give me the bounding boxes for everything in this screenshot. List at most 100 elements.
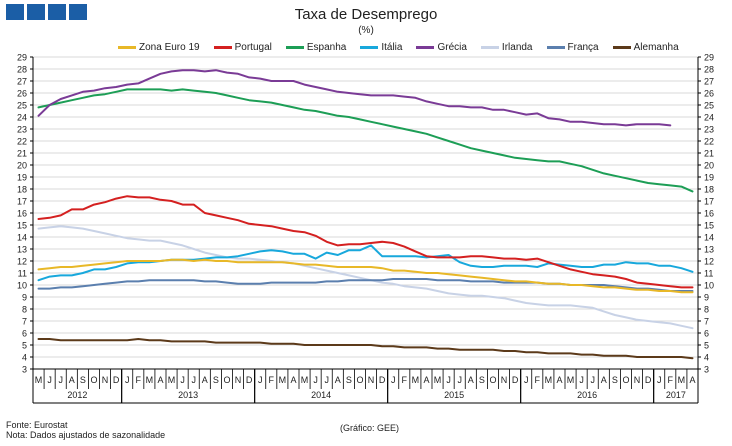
footer: Fonte: Eurostat Nota: Dados ajustados de… <box>6 420 165 440</box>
year-label: 2013 <box>178 390 198 400</box>
month-label: J <box>191 375 196 385</box>
month-label: D <box>379 375 386 385</box>
month-label: D <box>113 375 120 385</box>
y-tick-label-left: 26 <box>17 89 27 99</box>
y-tick-label-left: 19 <box>17 173 27 183</box>
y-tick-label-left: 12 <box>17 257 27 267</box>
month-label: M <box>545 375 553 385</box>
legend-label: Irlanda <box>501 42 533 53</box>
month-label: S <box>346 375 352 385</box>
y-tick-label-right: 4 <box>704 353 709 363</box>
y-tick-label-right: 10 <box>704 281 714 291</box>
month-label: A <box>423 375 429 385</box>
y-tick-label-right: 5 <box>704 341 709 351</box>
month-label: J <box>180 375 185 385</box>
month-label: J <box>446 375 451 385</box>
y-tick-label-right: 24 <box>704 113 714 123</box>
month-label: A <box>290 375 296 385</box>
y-tick-label-right: 21 <box>704 149 714 159</box>
y-tick-label-left: 6 <box>22 329 27 339</box>
month-label: A <box>601 375 607 385</box>
y-tick-label-right: 29 <box>704 53 714 63</box>
legend-swatch <box>213 46 232 49</box>
y-tick-label-right: 18 <box>704 185 714 195</box>
month-label: A <box>202 375 208 385</box>
logo-square <box>48 4 66 20</box>
month-label: F <box>668 375 674 385</box>
y-tick-label-left: 28 <box>17 65 27 75</box>
month-label: J <box>391 375 396 385</box>
y-tick-label-left: 4 <box>22 353 27 363</box>
chart-title: Taxa de Desemprego <box>294 6 438 23</box>
month-label: F <box>535 375 541 385</box>
y-tick-label-left: 16 <box>17 209 27 219</box>
y-tick-label-right: 6 <box>704 329 709 339</box>
logo <box>6 4 87 20</box>
y-tick-label-right: 3 <box>704 365 709 375</box>
chart-credit: (Gráfico: GEE) <box>340 423 400 433</box>
month-label: D <box>246 375 253 385</box>
seasonal-note: Nota: Dados ajustados de sazonalidade <box>6 430 166 440</box>
month-label: M <box>146 375 154 385</box>
y-tick-label-right: 17 <box>704 197 714 207</box>
month-label: A <box>69 375 75 385</box>
month-label: N <box>501 375 508 385</box>
month-label: O <box>489 375 496 385</box>
y-tick-label-right: 20 <box>704 161 714 171</box>
logo-square <box>6 4 24 20</box>
month-label: N <box>368 375 375 385</box>
logo-square <box>69 4 87 20</box>
month-label: D <box>512 375 519 385</box>
y-tick-label-left: 22 <box>17 137 27 147</box>
month-label: J <box>524 375 529 385</box>
y-tick-label-left: 10 <box>17 281 27 291</box>
y-tick-label-left: 17 <box>17 197 27 207</box>
month-label: F <box>269 375 275 385</box>
y-tick-label-right: 27 <box>704 77 714 87</box>
month-label: O <box>223 375 230 385</box>
legend-item: Espanha <box>285 42 347 53</box>
month-label: M <box>301 375 309 385</box>
month-label: A <box>556 375 562 385</box>
year-label: 2014 <box>311 390 331 400</box>
legend-item: Portugal <box>213 42 272 53</box>
legend-label: Grécia <box>437 42 467 53</box>
y-tick-label-left: 29 <box>17 53 27 63</box>
month-label: A <box>157 375 163 385</box>
y-tick-label-right: 22 <box>704 137 714 147</box>
month-label: J <box>590 375 595 385</box>
y-tick-label-left: 21 <box>17 149 27 159</box>
month-label: S <box>213 375 219 385</box>
month-label: F <box>136 375 142 385</box>
month-label: A <box>468 375 474 385</box>
series-line-portugal <box>37 195 694 289</box>
y-tick-label-left: 11 <box>18 269 27 279</box>
source-note: Fonte: Eurostat <box>6 420 68 430</box>
legend-item: França <box>546 42 599 53</box>
year-label: 2015 <box>444 390 464 400</box>
y-tick-label-left: 24 <box>17 113 27 123</box>
month-label: J <box>579 375 584 385</box>
month-label: M <box>412 375 420 385</box>
y-tick-label-left: 13 <box>17 245 27 255</box>
month-label: S <box>80 375 86 385</box>
y-tick-label-right: 9 <box>704 293 709 303</box>
legend-label: Itália <box>381 42 403 53</box>
month-label: M <box>168 375 176 385</box>
legend-swatch <box>285 46 304 49</box>
legend-label: Espanha <box>306 42 347 53</box>
month-label: A <box>689 375 695 385</box>
month-label: M <box>567 375 575 385</box>
legend-swatch <box>612 46 631 49</box>
y-tick-label-right: 7 <box>704 317 709 327</box>
y-tick-label-left: 23 <box>17 125 27 135</box>
month-label: M <box>35 375 43 385</box>
y-tick-label-right: 15 <box>704 221 714 231</box>
legend-item: Zona Euro 19 <box>118 42 200 53</box>
legend-swatch <box>360 46 379 49</box>
series-line-italia <box>37 244 694 282</box>
legend-swatch <box>546 46 565 49</box>
year-label: 2012 <box>67 390 87 400</box>
legend-swatch <box>416 46 435 49</box>
